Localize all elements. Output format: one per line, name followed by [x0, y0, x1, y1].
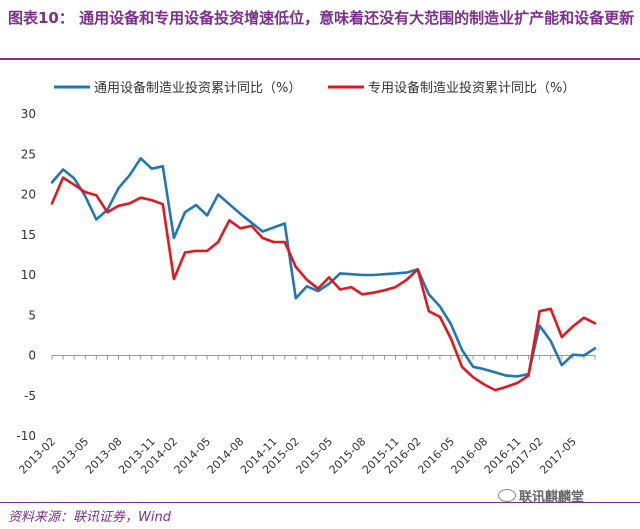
- source-divider: [0, 502, 640, 503]
- chart-title: 图表10： 通用设备和专用设备投资增速低位，意味着还没有大范围的制造业扩产能和设…: [8, 9, 635, 27]
- y-tick-label: 0: [28, 349, 36, 363]
- y-tick-label: 10: [21, 268, 36, 282]
- y-tick-label: -10: [16, 429, 36, 443]
- title-divider: [0, 58, 640, 60]
- y-tick-label: 5: [28, 308, 36, 322]
- x-axis: 2013-022013-052013-082013-112014-022014-…: [16, 355, 596, 477]
- source-note: 资料来源：联讯证券，Wind: [8, 510, 171, 525]
- y-tick-label: -5: [24, 389, 36, 403]
- y-tick-label: 15: [21, 228, 36, 242]
- series-line-1: [50, 157, 597, 378]
- y-tick-label: 20: [21, 188, 36, 202]
- legend-label: 通用设备制造业投资累计同比（%）: [94, 80, 301, 96]
- y-tick-label: 30: [21, 107, 36, 121]
- series-lines: [50, 157, 597, 392]
- watermark: 联讯麒麟堂: [498, 486, 584, 505]
- line-chart: 通用设备制造业投资累计同比（%） 专用设备制造业投资累计同比（%） -10 -5 0 5…: [16, 80, 597, 477]
- legend: 通用设备制造业投资累计同比（%） 专用设备制造业投资累计同比（%）: [54, 80, 575, 96]
- y-axis: -10 -5 0 5 10 15 20 25 30: [16, 107, 36, 443]
- x-tick-label: 2017-05: [537, 435, 579, 477]
- series-line-2: [50, 176, 597, 392]
- watermark-text: 联讯麒麟堂: [519, 490, 585, 505]
- legend-label: 专用设备制造业投资累计同比（%）: [368, 80, 575, 96]
- y-tick-label: 25: [21, 147, 36, 161]
- wechat-icon: [498, 489, 516, 502]
